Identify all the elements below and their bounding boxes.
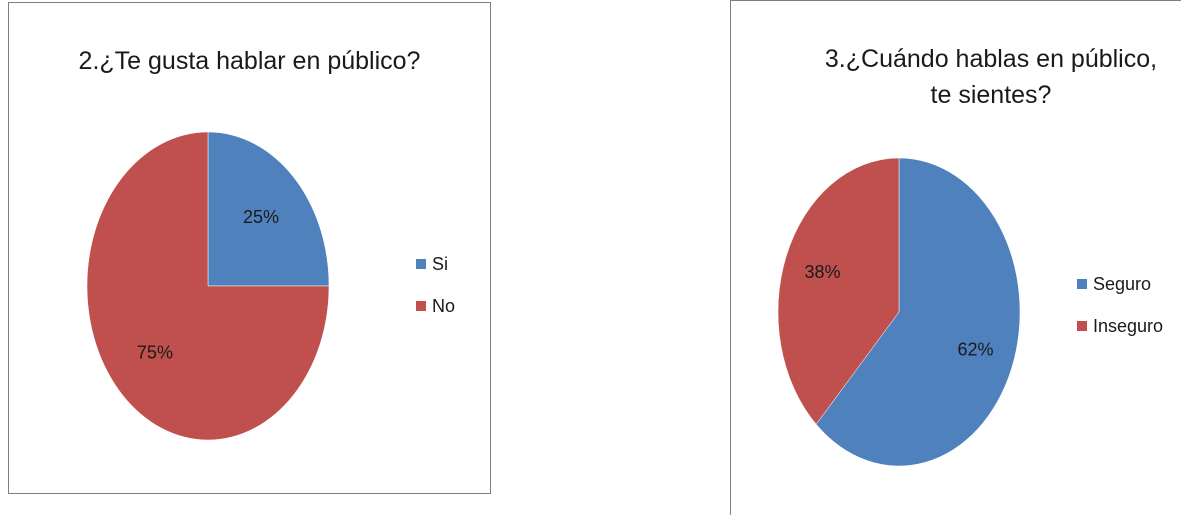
chart-title: 3.¿Cuándo hablas en público, te sientes? (824, 45, 1158, 109)
legend-item-si: Si (416, 253, 455, 275)
pie-slice-seguro (815, 157, 1021, 467)
legend-item-no: No (416, 295, 455, 317)
legend-swatch-no (416, 301, 426, 311)
legend-item-inseguro: Inseguro (1077, 315, 1163, 337)
legend-label-inseguro: Inseguro (1093, 315, 1164, 336)
data-label-seguro: 62% (957, 339, 993, 359)
data-label-no: 75% (137, 342, 173, 362)
chart-title: 2.¿Te gusta hablar en público? (78, 47, 421, 75)
chart-panel-como-te-sientes: 3.¿Cuándo hablas en público, te sientes?… (730, 0, 1181, 515)
legend-item-seguro: Seguro (1077, 273, 1163, 295)
legend-label-si: Si (432, 253, 449, 274)
legend-label-no: No (432, 295, 456, 316)
legend-swatch-inseguro (1077, 321, 1087, 331)
pie-slice-no (86, 131, 330, 441)
chart-legend: Seguro Inseguro (1077, 273, 1163, 357)
pie-slice-si (207, 131, 330, 287)
pie-slice-inseguro (777, 157, 900, 425)
legend-swatch-seguro (1077, 279, 1087, 289)
data-label-si: 25% (243, 207, 279, 227)
legend-label-seguro: Seguro (1093, 273, 1152, 294)
pie-chart: 62% 38% (777, 157, 1021, 467)
chart-legend: Si No (416, 253, 455, 337)
data-label-inseguro: 38% (804, 262, 840, 282)
pie-chart: 25% 75% (86, 131, 330, 441)
chart-panel-hablar-en-publico: 2.¿Te gusta hablar en público? 25% 75% Si… (8, 2, 491, 494)
legend-swatch-si (416, 259, 426, 269)
